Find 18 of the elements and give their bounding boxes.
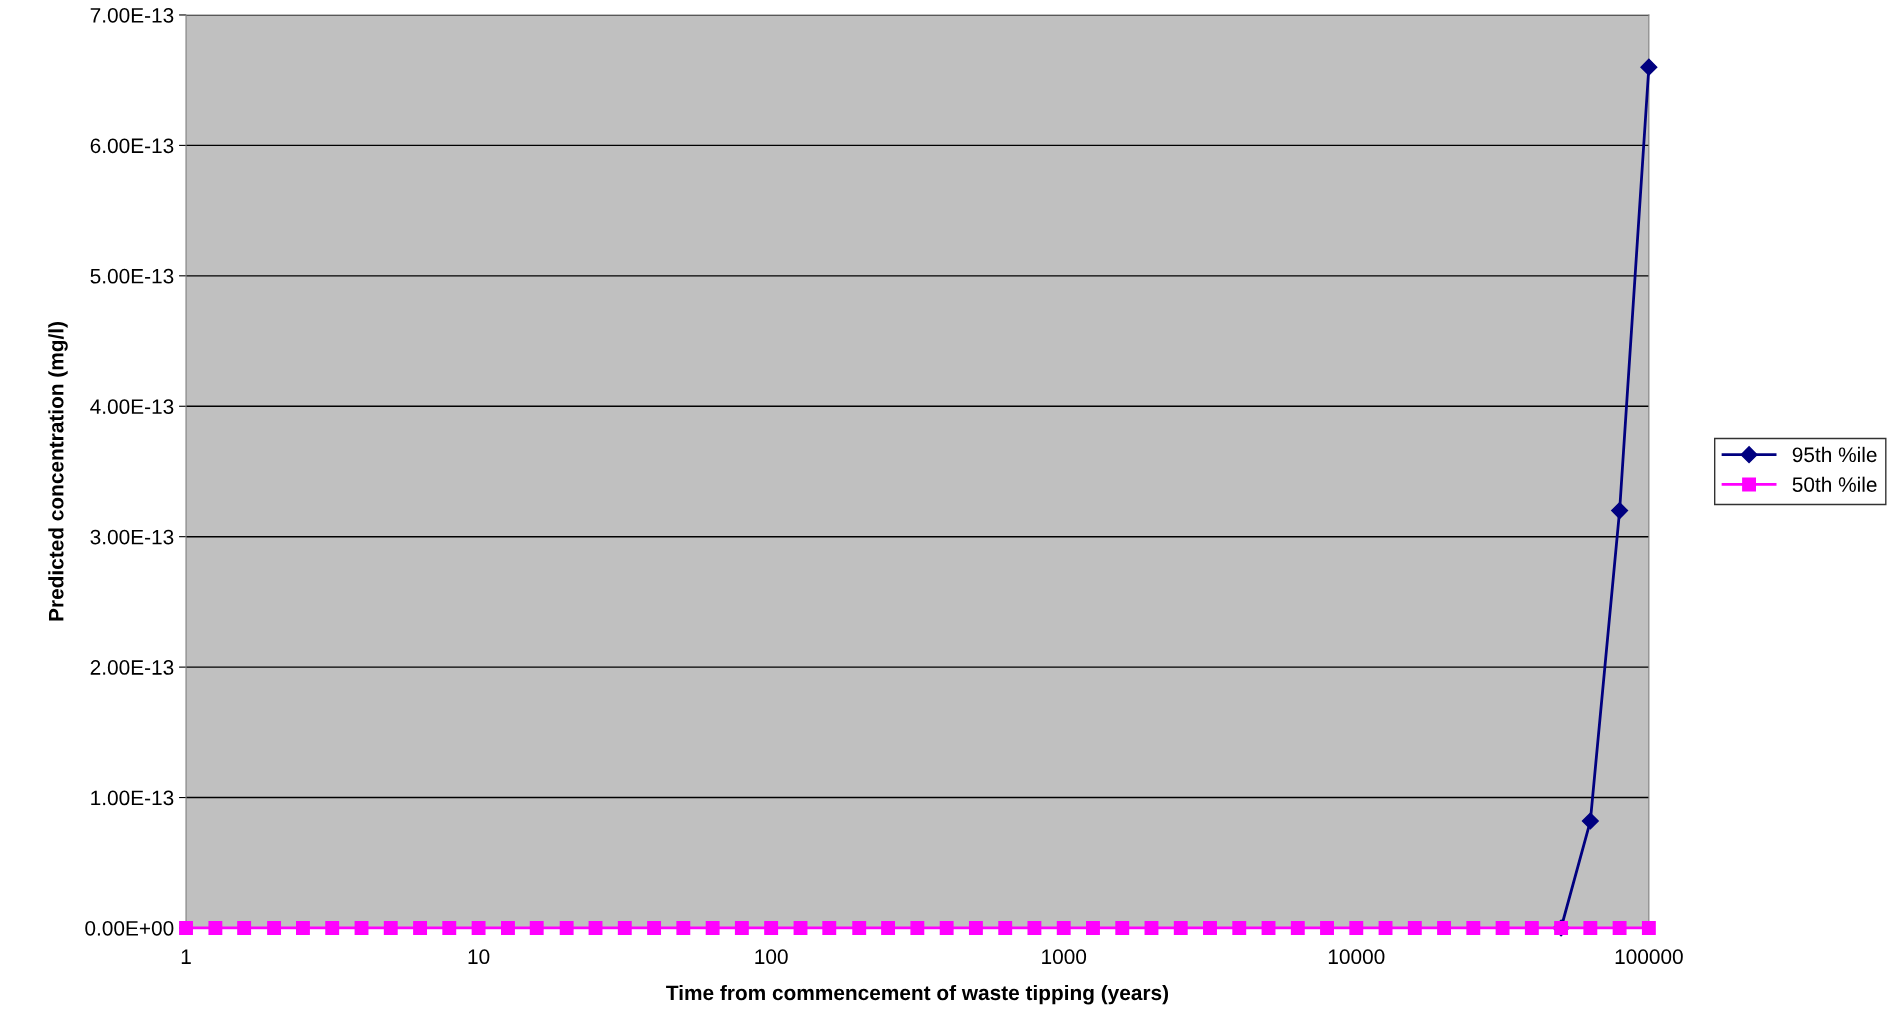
y-tick-label: 4.00E-13 [90, 399, 174, 415]
y-axis-title: Predicted concentration (mg/l) [48, 322, 68, 621]
y-tick-label: 5.00E-13 [90, 268, 174, 284]
y-tick-label: 7.00E-13 [90, 7, 174, 23]
y-tick-label: 0.00E+00 [85, 920, 174, 936]
y-tick-label: 6.00E-13 [90, 138, 174, 154]
x-tick-label: 1 [181, 949, 191, 964]
legend-label: 95th %ile [1792, 446, 1877, 463]
x-tick-label: 10000 [1328, 949, 1385, 965]
y-tick-label: 1.00E-13 [91, 790, 174, 806]
x-axis-title: Time from commencement of waste tipping (years) [666, 984, 1169, 1005]
x-tick-label: 100000 [1615, 949, 1683, 965]
legend-label: 50th %ile [1792, 476, 1877, 492]
x-tick-label: 100 [755, 949, 788, 965]
y-tick-label: 2.00E-13 [90, 660, 174, 675]
x-tick-label: 1000 [1042, 949, 1087, 965]
y-tick-label: 3.00E-13 [90, 529, 174, 545]
x-tick-label: 10 [468, 949, 490, 965]
